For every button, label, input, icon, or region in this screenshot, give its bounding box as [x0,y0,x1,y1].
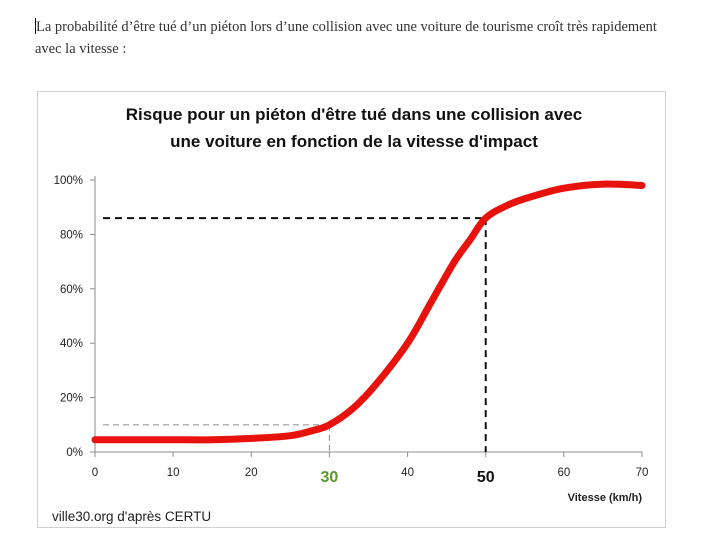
x-tick-label-highlight-50: 50 [477,469,495,486]
x-tick-label: 70 [636,467,649,479]
chart-source: ville30.org d'après CERTU [52,509,211,524]
intro-text: La probabilité d’être tué d’un piéton lo… [35,19,657,57]
tick-labels: 0% 20% 40% 60% 80% 100% 0 10 20 40 60 70 30 50 [54,175,649,486]
x-tick-label: 10 [167,467,180,479]
risk-chart: Risque pour un piéton d'être tué dans un… [52,105,649,524]
y-tick-label: 20% [60,393,83,405]
x-tick-label: 60 [557,467,570,479]
intro-paragraph: La probabilité d’être tué d’un piéton lo… [35,16,675,60]
x-tick-label: 20 [245,467,258,479]
chart-title-line-2: une voiture en fonction de la vitesse d'… [170,132,538,151]
axes [90,176,643,457]
y-tick-label: 40% [60,338,83,350]
x-tick-label-highlight-30: 30 [321,469,339,486]
chart-title-line-1: Risque pour un piéton d'être tué dans un… [126,105,583,124]
x-axis-label: Vitesse (km/h) [568,492,643,504]
plot-area [91,180,646,444]
text-caret [35,18,36,34]
y-tick-label: 80% [60,229,83,241]
x-tick-label: 40 [401,467,414,479]
y-tick-label: 100% [54,175,83,187]
guide-lines [103,217,487,452]
risk-curve-line [91,180,646,444]
y-tick-label: 0% [66,447,83,459]
y-tick-label: 60% [60,284,83,296]
chart-frame: Risque pour un piéton d'être tué dans un… [37,91,666,528]
x-tick-label: 0 [92,467,98,479]
